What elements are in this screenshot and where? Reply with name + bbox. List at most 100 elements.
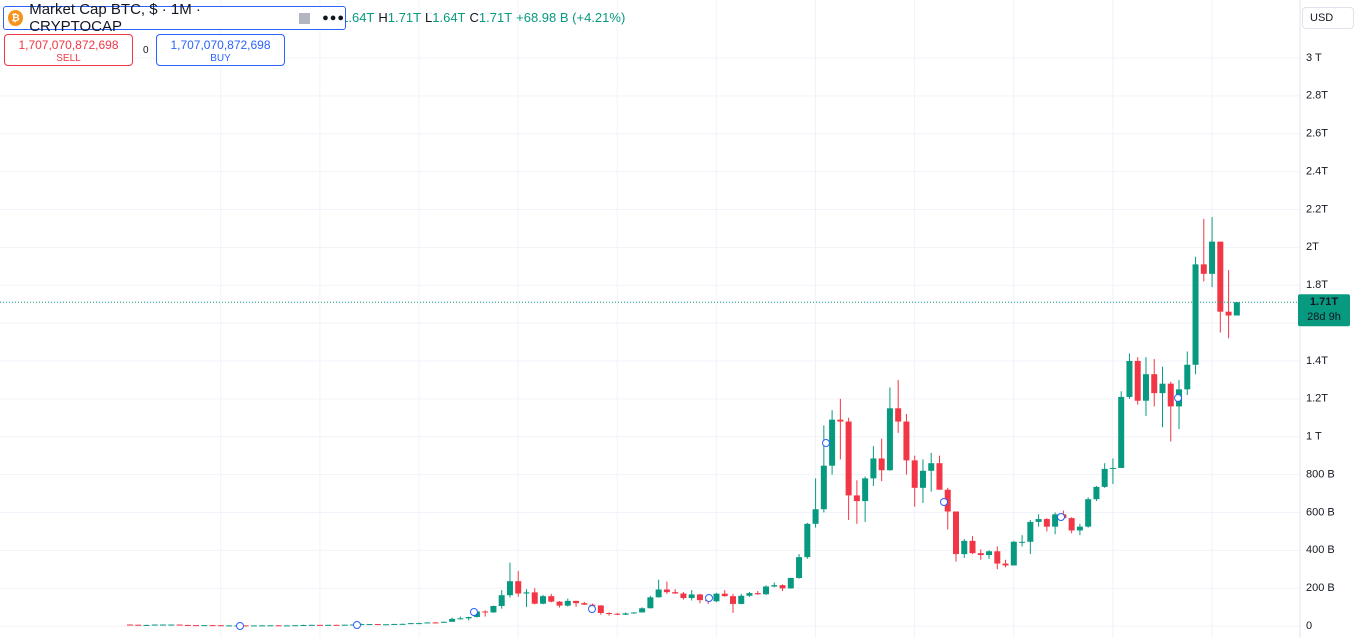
currency-button[interactable]: USD — [1302, 7, 1354, 29]
candle-body — [515, 581, 522, 594]
y-tick-label: 2.8T — [1306, 90, 1328, 102]
grid — [0, 0, 1300, 638]
candle-body — [374, 624, 381, 626]
sell-price: 1,707,070,872,698 — [18, 38, 119, 52]
candle-body — [432, 622, 439, 624]
candle-body — [523, 592, 530, 594]
ohlc-value: 1.71T — [387, 10, 422, 25]
candle-body — [630, 612, 637, 614]
candle-body — [506, 581, 513, 596]
ohlc-key: L — [425, 10, 433, 25]
candle-body — [1126, 360, 1133, 397]
event-marker[interactable] — [940, 498, 948, 506]
candle-body — [193, 625, 200, 627]
candles — [127, 217, 1240, 627]
candle-body — [540, 596, 546, 604]
candle-body — [209, 625, 216, 627]
buy-button[interactable]: 1,707,070,872,698 BUY — [156, 34, 285, 66]
candle-body — [622, 613, 629, 615]
candle-body — [440, 621, 447, 623]
candle-body — [895, 408, 902, 422]
event-marker[interactable] — [353, 621, 361, 629]
candle-body — [292, 625, 299, 627]
candle-body — [275, 625, 282, 627]
sell-button[interactable]: 1,707,070,872,698 SELL — [4, 34, 133, 66]
candle-body — [226, 625, 233, 627]
candle-body — [1010, 541, 1017, 566]
last-price-box — [1298, 294, 1350, 327]
candle-body — [1043, 519, 1050, 527]
candle-body — [721, 593, 728, 597]
ohlc-legend: O1.64T H1.71T L1.64T C1.71T +68.98 B (+4… — [331, 10, 625, 25]
candle-body — [771, 585, 778, 587]
candle-body — [449, 618, 456, 622]
candle-body — [366, 624, 373, 626]
candle-body — [581, 603, 588, 605]
y-tick-label: 2T — [1306, 241, 1319, 253]
candle-body — [1019, 541, 1026, 543]
event-marker[interactable] — [1057, 513, 1065, 521]
candle-body — [845, 421, 852, 496]
buy-price: 1,707,070,872,698 — [170, 38, 271, 52]
candle-body — [639, 608, 646, 613]
event-marker[interactable] — [470, 608, 478, 616]
candle-body — [556, 601, 563, 606]
event-marker[interactable] — [822, 439, 830, 447]
candle-body — [804, 523, 811, 558]
candle-body — [655, 589, 662, 598]
candle-body — [1134, 360, 1141, 401]
candle-body — [1192, 264, 1199, 365]
candle-body — [259, 625, 266, 627]
sell-label: SELL — [56, 53, 81, 64]
candle-body — [986, 551, 993, 556]
ohlc-key: C — [469, 10, 479, 25]
y-tick-label: 2.6T — [1306, 128, 1328, 140]
candle-body — [754, 593, 761, 595]
event-marker[interactable] — [1174, 394, 1182, 402]
candle-body — [696, 594, 703, 601]
candle-body — [1052, 514, 1059, 527]
candle-body — [267, 625, 274, 627]
candle-body — [1217, 241, 1224, 312]
candle-body — [928, 463, 935, 471]
symbol-title[interactable]: ₿ Market Cap BTC, $ · 1M · CRYPTOCAP ●●● — [3, 1, 346, 35]
candle-body — [1151, 374, 1158, 394]
candle-body — [779, 585, 786, 589]
candle-body — [498, 595, 505, 606]
ohlc-key: H — [378, 10, 388, 25]
candle-body — [358, 624, 365, 626]
candle-body — [878, 458, 885, 471]
candle-body — [1225, 311, 1232, 316]
candle-body — [1027, 521, 1034, 542]
candle-body — [168, 624, 175, 626]
candle-body — [424, 622, 431, 624]
flag-icon[interactable] — [298, 12, 311, 24]
candle-body — [647, 597, 654, 609]
y-tick-label: 1.8T — [1306, 279, 1328, 291]
candle-body — [184, 624, 191, 626]
more-icon[interactable]: ●●● — [322, 12, 345, 24]
y-tick-label: 2.4T — [1306, 165, 1328, 177]
candle-body — [531, 592, 538, 604]
y-tick-label: 1.4T — [1306, 355, 1328, 367]
candle-body — [977, 553, 984, 556]
spread: 0 — [143, 45, 149, 56]
candle-body — [1002, 563, 1009, 566]
candle-body — [1076, 526, 1083, 531]
event-marker[interactable] — [236, 622, 244, 630]
candle-body — [853, 495, 860, 502]
candle-body — [1085, 499, 1092, 527]
candle-body — [812, 509, 819, 524]
candle-body — [820, 465, 827, 510]
event-marker[interactable] — [588, 605, 596, 613]
candle-body — [862, 478, 869, 502]
candle-body — [961, 540, 968, 555]
candle-body — [250, 625, 257, 627]
candle-body — [201, 625, 208, 627]
candle-body — [953, 511, 959, 555]
event-marker[interactable] — [705, 594, 713, 602]
candle-body — [391, 623, 398, 625]
candle-body — [1233, 302, 1240, 316]
